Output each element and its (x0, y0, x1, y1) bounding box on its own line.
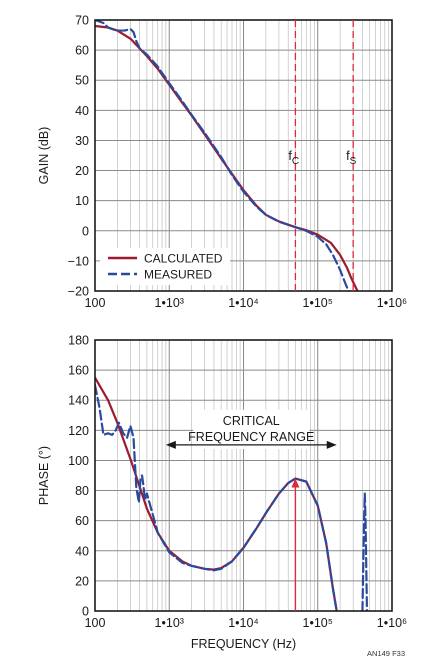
gain-legend: CALCULATED MEASURED (100, 248, 230, 285)
phase-xtick-label: 1•10³ (155, 616, 184, 630)
gain-ytick-label: 10 (75, 194, 89, 208)
gain-ytick-label: −20 (68, 285, 89, 299)
series-measured-hf-line (361, 492, 369, 611)
legend-background (100, 248, 230, 285)
phase-xtick-label: 100 (85, 616, 106, 630)
phase-ytick-label: 0 (82, 605, 89, 619)
gain-ytick-label: 0 (82, 224, 89, 238)
gain-frame (94, 19, 393, 292)
gain-ytick-label: 40 (75, 104, 89, 118)
phase-xtick-label: 1•10⁵ (303, 616, 333, 630)
figure-note: AN149 F33 (367, 649, 405, 658)
phase-marker-arrowhead (291, 478, 300, 488)
gain-xtick-label: 1•10³ (155, 296, 184, 310)
phase-ylabel: PHASE (°) (37, 446, 51, 505)
phase-xtick-label: 1•10⁶ (377, 616, 407, 630)
phase-ytick-label: 80 (75, 484, 89, 498)
gain-ytick-label: 50 (75, 74, 89, 88)
critical-range-arrowhead-right (326, 440, 337, 449)
series-measured-line (95, 20, 350, 291)
gain-ytick-label: −10 (68, 254, 89, 268)
phase-ytick-label: 180 (68, 334, 89, 348)
gain-series-group (95, 20, 359, 291)
gain-xtick-label: 1•10⁵ (303, 296, 333, 310)
phase-xtick-label: 1•10⁴ (228, 616, 259, 630)
legend-label-measured: MEASURED (144, 268, 212, 282)
critical-range-label-bg (193, 409, 310, 449)
critical-range-annotation: CRITICAL FREQUENCY RANGE (165, 409, 337, 449)
phase-plot: 0 20 40 60 80 100 120 140 160 180 100 1•10³ 1•10⁴ 1•1… (37, 334, 407, 652)
gain-ytick-label: 20 (75, 164, 89, 178)
gain-xtick-label: 100 (85, 296, 106, 310)
gain-xtick-label: 1•10⁶ (377, 296, 407, 310)
critical-range-label-line2: FREQUENCY RANGE (188, 430, 314, 444)
phase-ytick-label: 60 (75, 514, 89, 528)
critical-range-label-line1: CRITICAL (223, 414, 280, 428)
gain-ylabel: GAIN (dB) (37, 127, 51, 185)
gain-ytick-label: 30 (75, 134, 89, 148)
phase-ytick-label: 100 (68, 454, 89, 468)
phase-ytick-label: 120 (68, 424, 89, 438)
legend-label-calculated: CALCULATED (144, 252, 223, 266)
phase-frame (94, 339, 393, 612)
phase-ytick-label: 160 (68, 364, 89, 378)
critical-range-arrowhead-left (165, 440, 176, 449)
phase-ytick-label: 40 (75, 544, 89, 558)
gain-xtick-label: 1•10⁴ (228, 296, 259, 310)
gain-ytick-label: 70 (75, 14, 89, 28)
phase-xlabel: FREQUENCY (Hz) (191, 637, 296, 651)
phase-ytick-label: 20 (75, 574, 89, 588)
gain-plot: −20 −10 0 10 20 30 40 50 60 70 100 1•10³ 1•10⁴ 1•10⁵ 1… (37, 14, 407, 311)
marker-fc-label: fC (288, 149, 299, 167)
phase-series-group (95, 376, 369, 611)
phase-ytick-label: 140 (68, 394, 89, 408)
marker-fs-label: fS (346, 149, 356, 167)
gain-ytick-label: 60 (75, 44, 89, 58)
